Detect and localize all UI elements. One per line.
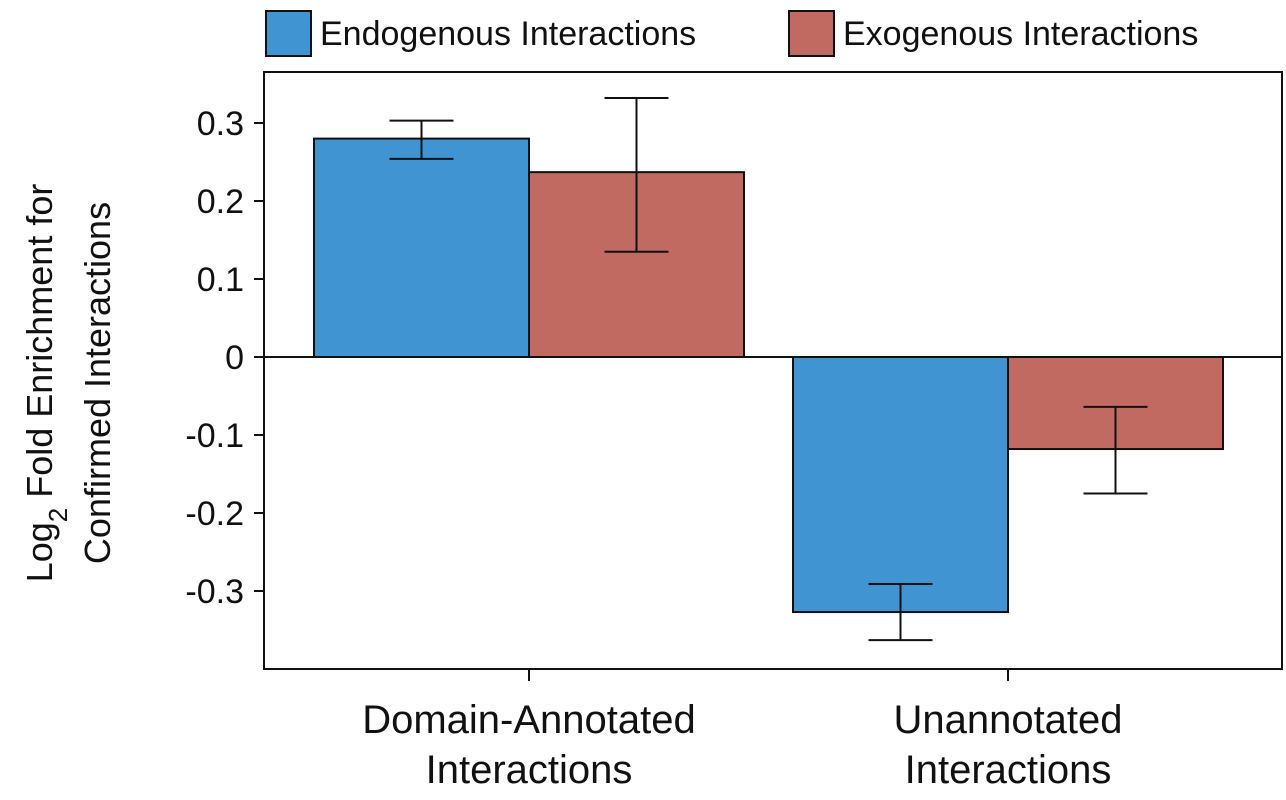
legend: Endogenous Interactions Exogenous Intera… — [265, 10, 1198, 57]
x-category-label-line: Interactions — [426, 748, 633, 792]
y-axis-title-log: Log — [19, 522, 60, 582]
x-category-label-line: Unannotated — [893, 698, 1122, 742]
y-axis-title-line1: Log2 Fold Enrichment for — [19, 184, 73, 583]
error-bar — [1083, 405, 1148, 495]
x-axis: Domain-Annotated Interactions Unannotated I… — [362, 669, 1123, 792]
y-axis-title-subscript: 2 — [43, 508, 73, 522]
y-tick-label: -0.2 — [185, 495, 244, 533]
error-bar — [868, 582, 933, 642]
bars — [313, 137, 1224, 614]
y-axis-title: Log2 Fold Enrichment for Confirmed Inter… — [19, 184, 118, 583]
x-category-label: Unannotated Interactions — [893, 698, 1122, 792]
y-tick-label: 0 — [225, 339, 244, 377]
bar-endogenous-domain-annotated — [313, 137, 530, 358]
legend-swatch-endogenous — [265, 10, 312, 57]
x-category-label-line: Interactions — [905, 748, 1112, 792]
y-axis-title-rest: Fold Enrichment for — [19, 184, 60, 508]
x-category-label: Domain-Annotated Interactions — [362, 698, 696, 792]
error-bar — [604, 97, 669, 253]
legend-label-exogenous: Exogenous Interactions — [843, 15, 1198, 53]
y-tick-label: 0.3 — [197, 105, 244, 143]
y-axis: 0.3 0.2 0.1 0 -0.1 -0.2 -0.3 — [185, 105, 264, 611]
legend-swatch-exogenous — [788, 10, 835, 57]
error-bar — [389, 119, 454, 160]
y-tick-label: -0.3 — [185, 573, 244, 611]
y-tick-label: -0.1 — [185, 417, 244, 455]
bar-endogenous-unannotated — [792, 356, 1009, 614]
x-category-label-line: Domain-Annotated — [362, 698, 696, 742]
y-tick-label: 0.1 — [197, 261, 244, 299]
y-tick-label: 0.2 — [197, 183, 244, 221]
legend-label-endogenous: Endogenous Interactions — [320, 15, 696, 53]
y-axis-title-line2: Confirmed Interactions — [77, 202, 118, 564]
error-bars — [389, 97, 1148, 642]
plot-frame — [263, 71, 1283, 670]
